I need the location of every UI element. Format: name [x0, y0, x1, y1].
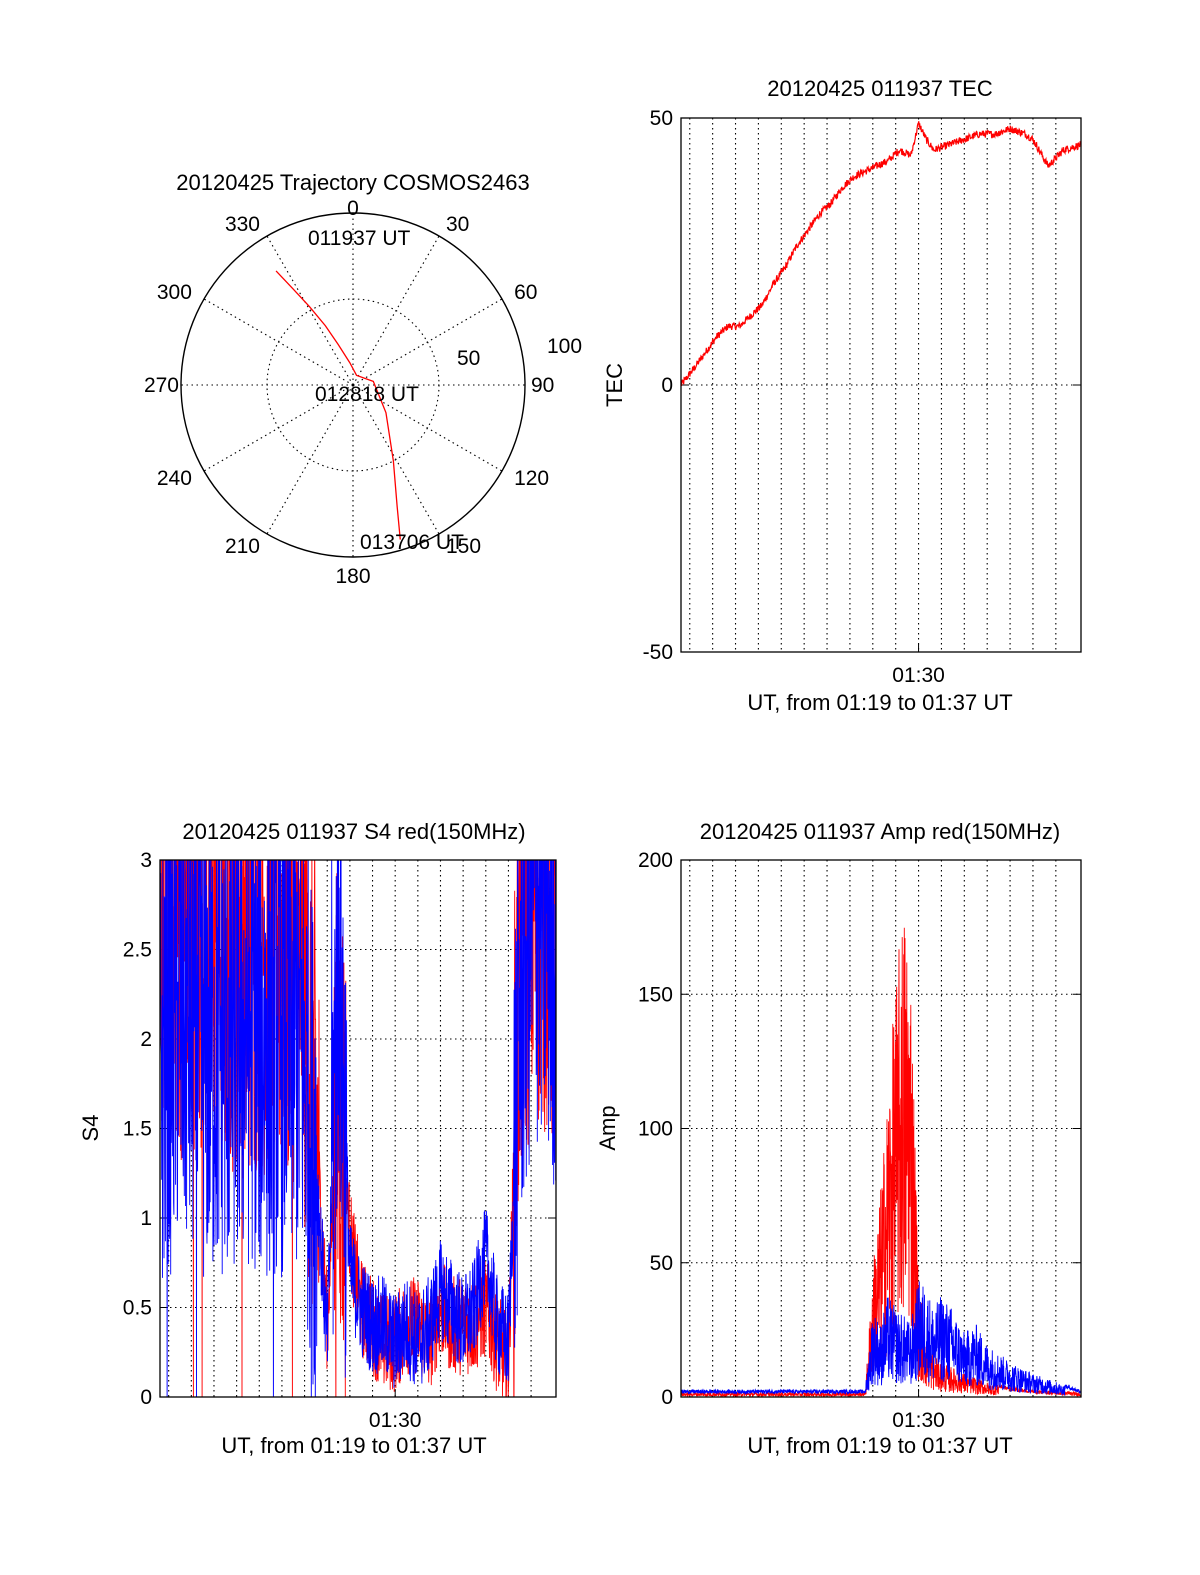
polar-spoke-60 — [352, 298, 503, 386]
amp-y-tick-label: 200 — [638, 849, 673, 872]
trajectory-start-label: 011937 UT — [308, 227, 411, 250]
tec-y-axis-label: TEC — [602, 363, 627, 407]
amp-y-tick-label: 100 — [638, 1118, 673, 1141]
trajectory-polar-panel: 20120425 Trajectory COSMOS2463 0 30 60 90 12… — [144, 170, 582, 588]
tec-y-tick-label: -50 — [643, 641, 673, 664]
tec-x-tick-label: 01:30 — [892, 664, 945, 687]
polar-spoke-210 — [266, 384, 354, 535]
amp-y-tick-label: 50 — [650, 1252, 673, 1275]
s4-y-tick-label: 1 — [140, 1207, 152, 1230]
amp-y-axis-label: Amp — [595, 1105, 620, 1150]
polar-spoke-330 — [266, 235, 354, 386]
polar-angle-label: 300 — [157, 281, 192, 304]
trajectory-end-label: 013706 UT — [360, 531, 464, 554]
s4-y-axis-label: S4 — [78, 1115, 103, 1142]
polar-outer-circle — [180, 212, 526, 558]
s4-y-tick-label: 2.5 — [123, 939, 152, 962]
tec-panel: 20120425 011937 TEC UT, from 01:19 to 01… — [602, 76, 1082, 715]
tec-plot-frame — [680, 117, 1082, 653]
polar-angle-label: 30 — [446, 213, 469, 236]
s4-series-blue — [160, 860, 556, 1397]
s4-y-tick-label: 1.5 — [123, 1118, 152, 1141]
amp-x-tick-label: 01:30 — [892, 1409, 945, 1432]
polar-spoke-150 — [352, 384, 440, 535]
amp-y-tick-label: 150 — [638, 983, 673, 1006]
amp-series-red — [681, 927, 1081, 1397]
s4-y-tick-label: 3 — [140, 849, 152, 872]
polar-angle-label: 90 — [531, 374, 554, 397]
polar-angle-label: 330 — [225, 213, 260, 236]
s4-plot-frame — [159, 859, 557, 1398]
tec-y-tick-label: 50 — [650, 107, 673, 130]
amp-y-tick-label: 0 — [661, 1386, 673, 1409]
s4-y-tick-label: 2 — [140, 1028, 152, 1051]
s4-x-tick-label: 01:30 — [369, 1409, 422, 1432]
s4-y-tick-label: 0 — [140, 1386, 152, 1409]
amp-plot-frame — [680, 859, 1082, 1398]
tec-title: 20120425 011937 TEC — [767, 76, 993, 101]
polar-radius-label: 50 — [457, 347, 480, 370]
tec-y-tick-label: 0 — [661, 374, 673, 397]
polar-angle-label: 150 — [446, 535, 481, 558]
polar-angle-label: 60 — [514, 281, 537, 304]
tec-series-red — [681, 121, 1081, 386]
trajectory-line — [275, 270, 401, 540]
polar-spoke-300 — [203, 298, 354, 386]
polar-angle-label: 240 — [157, 467, 192, 490]
polar-spoke-240 — [203, 384, 354, 472]
s4-title: 20120425 011937 S4 red(150MHz) — [182, 819, 525, 844]
polar-angle-label: 120 — [514, 467, 549, 490]
s4-x-axis-label: UT, from 01:19 to 01:37 UT — [221, 1433, 486, 1458]
polar-spoke-120 — [352, 384, 503, 472]
polar-angle-label: 0 — [347, 197, 359, 220]
amp-title: 20120425 011937 Amp red(150MHz) — [700, 819, 1060, 844]
polar-angle-label: 270 — [144, 374, 179, 397]
polar-angle-label: 180 — [335, 565, 370, 588]
amp-panel: 20120425 011937 Amp red(150MHz) UT, from… — [595, 819, 1082, 1458]
trajectory-mid-label: 012818 UT — [315, 383, 419, 406]
polar-angle-label: 210 — [225, 535, 260, 558]
amp-series-blue — [681, 1281, 1081, 1396]
tec-x-axis-label: UT, from 01:19 to 01:37 UT — [747, 690, 1012, 715]
s4-panel: 20120425 011937 S4 red(150MHz) UT, from … — [78, 819, 557, 1458]
amp-x-axis-label: UT, from 01:19 to 01:37 UT — [747, 1433, 1012, 1458]
trajectory-title: 20120425 Trajectory COSMOS2463 — [176, 170, 529, 195]
polar-spoke-30 — [352, 235, 440, 386]
s4-y-tick-label: 0.5 — [123, 1297, 152, 1320]
polar-radius-label: 100 — [547, 335, 582, 358]
